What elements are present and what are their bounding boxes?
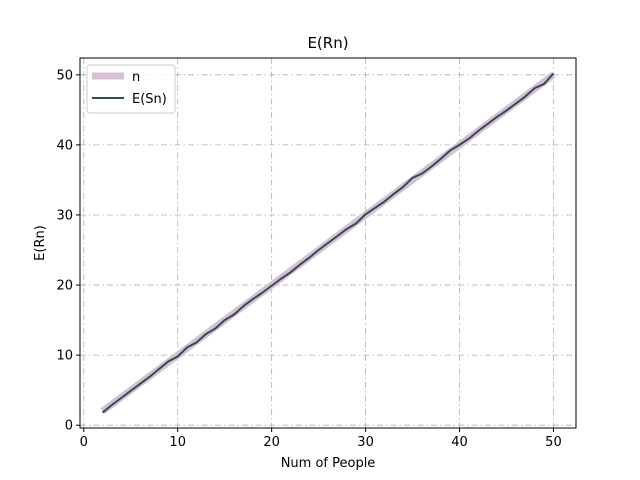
x-axis-label: Num of People: [281, 456, 376, 471]
x-tick-label: 40: [451, 435, 468, 450]
y-axis-label: E(Rn): [33, 225, 48, 261]
legend-entry-n: n: [132, 70, 140, 85]
x-tick-label: 20: [263, 435, 280, 450]
x-tick-label: 0: [80, 435, 88, 450]
x-tick-label: 50: [545, 435, 562, 450]
series-line-1: [101, 72, 555, 414]
legend: n E(Sn): [86, 64, 176, 114]
y-tick-label: 30: [56, 208, 73, 223]
y-tick-label: 50: [56, 68, 73, 83]
legend-entry-e-sn: E(Sn): [132, 92, 167, 107]
plot-frame: [79, 57, 577, 429]
x-tick-label: 10: [169, 435, 186, 450]
y-tick-label: 10: [56, 349, 73, 364]
y-tick-label: 0: [65, 419, 73, 434]
y-tick-label: 20: [56, 279, 73, 294]
chart-title: E(Rn): [307, 34, 348, 52]
axis-ticks: 0 10 20 30 40 50 0 10 20 30 40 50: [56, 68, 561, 450]
y-tick-label: 40: [56, 138, 73, 153]
series-group: [100, 72, 556, 414]
x-tick-label: 30: [357, 435, 374, 450]
